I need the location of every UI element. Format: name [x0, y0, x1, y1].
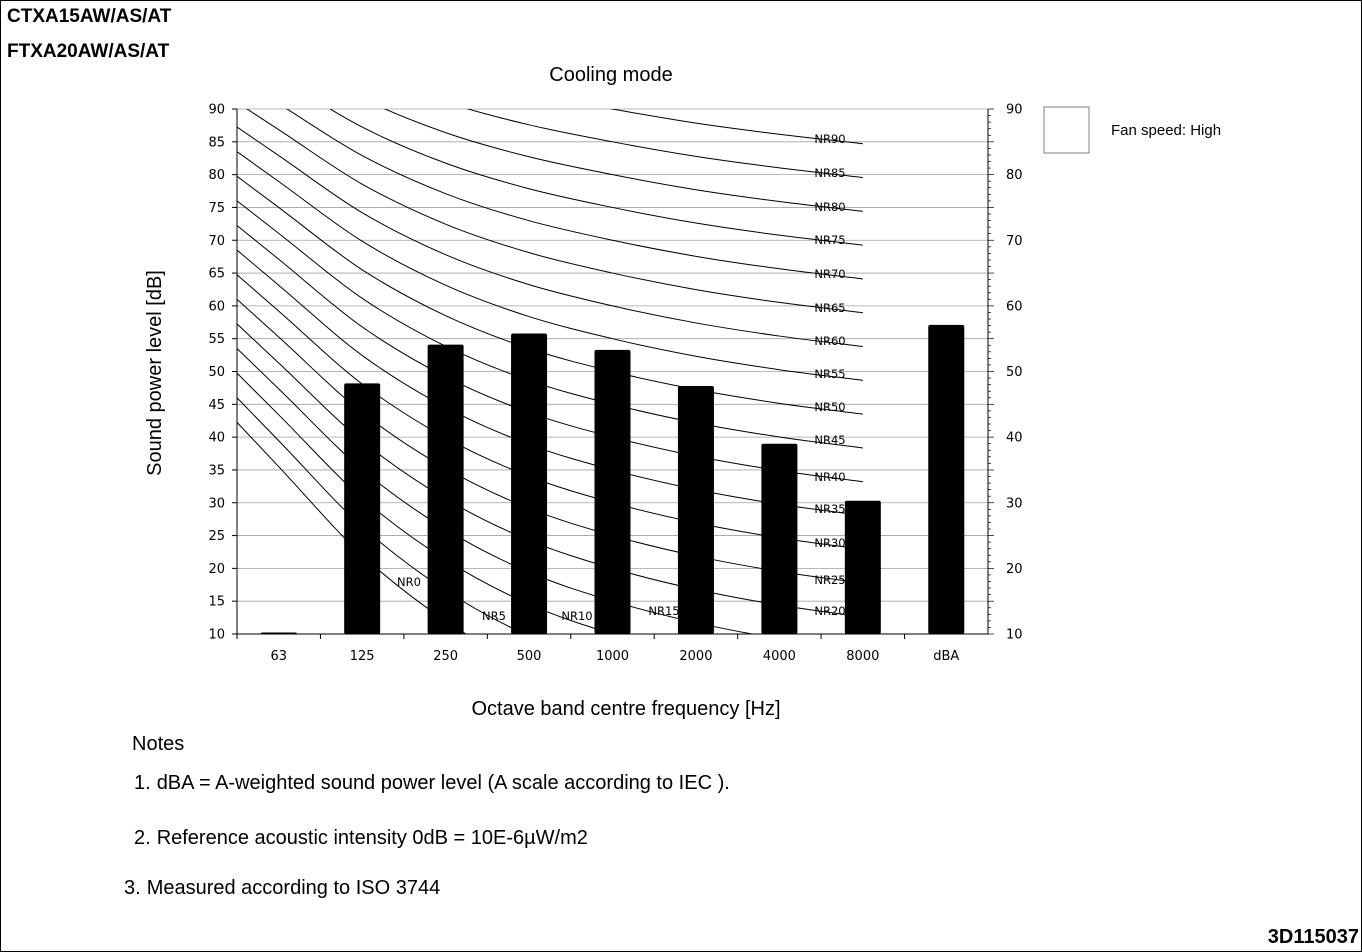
- y-tick-label: 30: [208, 496, 225, 511]
- x-tick-label: 250: [433, 649, 458, 664]
- nr-curve: [383, 109, 863, 212]
- document-code: 3D115037: [1267, 926, 1359, 948]
- nr-curve: [286, 109, 863, 280]
- model-number-line-1: CTXA15AW/AS/AT: [7, 6, 172, 27]
- nr-curve: [237, 225, 863, 483]
- x-tick-label: 2000: [679, 649, 712, 664]
- x-tick-label: dBA: [933, 649, 959, 664]
- bar: [427, 344, 464, 634]
- nr-curve-label: NR15: [648, 604, 679, 618]
- nr-curve-label: NR55: [814, 367, 845, 381]
- nr-curve-label: NR80: [814, 200, 845, 214]
- nr-curve: [246, 109, 863, 314]
- nr-curve: [609, 109, 863, 145]
- nr-curve-label: NR5: [482, 609, 506, 623]
- nr-curve-label: NR50: [814, 400, 845, 414]
- x-tick-label: 4000: [763, 649, 796, 664]
- y-axis-title: Sound power level [dB]: [144, 270, 166, 476]
- x-tick-labels: 63 125 250 500 1000 2000 4000 8000 dBA: [270, 649, 959, 664]
- nr-curve-label: NR90: [814, 132, 845, 146]
- note-number: 2.: [134, 827, 151, 849]
- right-axis-tick-label: 90: [1006, 103, 1023, 118]
- nr-curve: [466, 109, 863, 179]
- y-tick-label: 65: [208, 267, 225, 282]
- nr-curves: [237, 109, 863, 634]
- nr-curve-label: NR60: [814, 334, 845, 348]
- bar: [844, 500, 881, 634]
- x-axis-title: Octave band centre frequency [Hz]: [471, 698, 780, 720]
- x-tick-label: 8000: [846, 649, 879, 664]
- axes: [232, 108, 994, 639]
- y-tick-label: 90: [208, 103, 225, 118]
- right-axis-tick-label: 50: [1006, 365, 1023, 380]
- nr-curve-label: NR85: [814, 166, 845, 180]
- right-axis-tick-label: 30: [1006, 496, 1023, 511]
- y-tick-label: 60: [208, 299, 225, 314]
- nr-curve-label: NR20: [814, 604, 845, 618]
- y-tick-label: 85: [208, 135, 225, 150]
- right-axis-tick-label: 20: [1006, 562, 1023, 577]
- y-tick-label: 10: [208, 628, 225, 643]
- right-axis-tick-label: 60: [1006, 299, 1023, 314]
- x-tick-label: 1000: [596, 649, 629, 664]
- nr-curve-label: NR75: [814, 233, 845, 247]
- y-tick-label: 80: [208, 168, 225, 183]
- nr-curve-label: NR70: [814, 267, 845, 281]
- legend-label: Fan speed: High: [1111, 122, 1221, 139]
- bars: [260, 324, 965, 634]
- x-tick-label: 500: [517, 649, 542, 664]
- nr-curve-label: NR25: [814, 573, 845, 587]
- nr-curve-label: NR40: [814, 470, 845, 484]
- y-tick-label: 45: [208, 398, 225, 413]
- nr-curve: [237, 126, 863, 348]
- right-axis-tick-label: 70: [1006, 234, 1023, 249]
- right-axis-tick-label: 40: [1006, 431, 1023, 446]
- note-item: 2. Reference acoustic intensity 0dB = 10E…: [134, 827, 588, 850]
- note-text: Reference acoustic intensity 0dB = 10E-6…: [156, 827, 588, 849]
- nr-curve-label: NR0: [397, 575, 421, 589]
- right-axis-tick-label: 10: [1006, 628, 1023, 643]
- y-tick-label: 75: [208, 201, 225, 216]
- chart-title: Cooling mode: [549, 64, 672, 86]
- nr-curve-labels: NR0 NR5 NR10 NR15 NR20 NR25 NR30 NR35 NR40 NR45 NR…: [397, 132, 846, 623]
- y-tick-label: 55: [208, 332, 225, 347]
- legend-swatch: [1043, 106, 1090, 154]
- bar: [928, 324, 965, 634]
- nr-curve: [237, 200, 863, 449]
- nr-curve-label: NR65: [814, 301, 845, 315]
- note-text: Measured according to ISO 3744: [146, 877, 441, 899]
- bar: [761, 443, 798, 634]
- right-axis-tick-label: 80: [1006, 168, 1023, 183]
- notes-heading: Notes: [132, 733, 185, 755]
- model-number-line-2: FTXA20AW/AS/AT: [7, 41, 170, 62]
- y-tick-label: 40: [208, 431, 225, 446]
- note-number: 1.: [134, 772, 151, 794]
- y-tick-label: 70: [208, 234, 225, 249]
- y-tick-label: 15: [208, 595, 225, 610]
- nr-curve: [237, 151, 863, 381]
- note-number: 3.: [124, 877, 141, 899]
- note-text: dBA = A-weighted sound power level (A sc…: [156, 772, 730, 794]
- y-tick-label: 50: [208, 365, 225, 380]
- nr-curve: [237, 175, 863, 415]
- bar: [511, 333, 548, 634]
- x-tick-label: 125: [350, 649, 375, 664]
- nr-curve-label: NR30: [814, 536, 845, 550]
- nr-curve: [328, 109, 863, 246]
- nr-curve-label: NR10: [561, 609, 592, 623]
- nr-curve-label: NR45: [814, 433, 845, 447]
- note-item: 3. Measured according to ISO 3744: [124, 877, 440, 900]
- y-tick-label: 35: [208, 463, 225, 478]
- nr-curve-label: NR35: [814, 502, 845, 516]
- bar: [344, 383, 381, 634]
- x-tick-label: 63: [270, 649, 287, 664]
- note-item: 1. dBA = A-weighted sound power level (A …: [134, 772, 730, 795]
- y-tick-labels: 10 15 20 25 30 35 40 45 50 55 60 65 70 75 80 85 90 10 20 30…: [208, 103, 1022, 643]
- y-tick-label: 25: [208, 529, 225, 544]
- bar: [677, 385, 714, 634]
- bar: [594, 349, 631, 634]
- y-tick-label: 20: [208, 562, 225, 577]
